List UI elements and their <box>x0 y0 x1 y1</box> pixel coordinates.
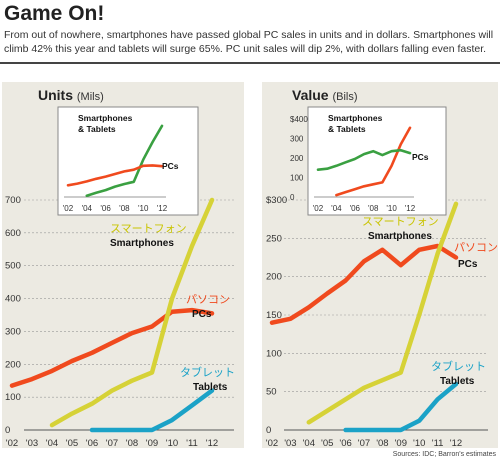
chart-unit: (Bils) <box>332 91 357 103</box>
x-tick-label: '02 <box>266 438 278 449</box>
x-tick-label: '07 <box>358 438 370 449</box>
y-tick-label: 600 <box>5 228 21 239</box>
series-label-jp-pcs: パソコン <box>186 293 230 306</box>
title-rule <box>0 62 500 64</box>
inset-x-tick-label: '08 <box>119 204 130 213</box>
series-label-pcs: PCs <box>192 309 212 320</box>
x-tick-label: '09 <box>146 438 158 449</box>
x-tick-label: '06 <box>339 438 351 449</box>
x-tick-label: '10 <box>166 438 178 449</box>
inset-x-tick-label: '06 <box>100 204 111 213</box>
y-tick-label: 0 <box>5 425 10 436</box>
inset-y-tick-label: 300 <box>290 135 304 144</box>
y-tick-label: 150 <box>266 310 282 321</box>
y-tick-label: 700 <box>5 195 21 206</box>
y-tick-label: 400 <box>5 294 21 305</box>
series-label-jp-smartphones: スマートフォン <box>110 222 187 235</box>
inset-x-tick-label: '08 <box>368 204 379 213</box>
inset-y-tick-label: 200 <box>290 154 304 163</box>
inset-y-tick-label: 0 <box>290 193 295 202</box>
inset-label-pcs: PCs <box>162 161 179 171</box>
chart-unit: (Mils) <box>77 91 104 103</box>
inset-x-tick-label: '10 <box>386 204 397 213</box>
inset-label-pcs: PCs <box>412 152 429 162</box>
y-tick-label: $300 <box>266 195 287 206</box>
inset-line-smartphones_tablets <box>316 148 412 171</box>
series-label-jp-pcs: パソコン <box>454 241 498 254</box>
inset-line-pcs <box>66 164 164 187</box>
inset-label-smartphones-tablets: Smartphones <box>78 113 133 123</box>
y-tick-label: 100 <box>5 392 21 403</box>
x-tick-label: '09 <box>395 438 407 449</box>
x-tick-label: '02 <box>6 438 18 449</box>
x-tick-label: '04 <box>303 438 315 449</box>
inset-x-tick-label: '04 <box>331 204 342 213</box>
inset-x-tick-label: '04 <box>82 204 93 213</box>
inset-x-tick-label: '02 <box>63 204 74 213</box>
inset-x-tick-label: '02 <box>313 204 324 213</box>
x-tick-label: '10 <box>413 438 425 449</box>
chart-title: Units (Mils) <box>38 87 104 103</box>
series-label-smartphones: Smartphones <box>368 231 432 242</box>
x-tick-label: '04 <box>46 438 58 449</box>
x-tick-label: '12 <box>206 438 218 449</box>
inset-y-tick-label: $400 <box>290 115 308 124</box>
inset-x-tick-label: '12 <box>157 204 168 213</box>
series-label-smartphones: Smartphones <box>110 238 174 249</box>
series-label-pcs: PCs <box>458 259 478 270</box>
series-label-tablets: Tablets <box>440 376 475 387</box>
y-tick-label: 250 <box>266 233 282 244</box>
x-tick-label: '11 <box>186 438 198 449</box>
y-tick-label: 200 <box>266 272 282 283</box>
y-tick-label: 300 <box>5 326 21 337</box>
page-subtitle: From out of nowhere, smartphones have pa… <box>4 29 494 55</box>
x-tick-label: '11 <box>432 438 444 449</box>
inset-x-tick-label: '12 <box>405 204 416 213</box>
inset-x-tick-label: '06 <box>350 204 361 213</box>
inset-label-smartphones-tablets-2: & Tablets <box>328 124 366 134</box>
source-note: Sources: IDC; Barron's estimates <box>393 451 497 458</box>
series-label-jp-tablets: タブレット <box>180 365 235 379</box>
x-tick-label: '05 <box>66 438 78 449</box>
series-label-jp-smartphones: スマートフォン <box>362 215 439 228</box>
series-label-jp-tablets: タブレット <box>431 359 486 373</box>
series-label-tablets: Tablets <box>193 382 228 393</box>
y-tick-label: 50 <box>266 387 277 398</box>
x-tick-label: '07 <box>106 438 118 449</box>
inset-line-smartphones_tablets <box>85 124 164 197</box>
chart-title: Value (Bils) <box>292 87 358 103</box>
x-tick-label: '05 <box>321 438 333 449</box>
y-tick-label: 200 <box>5 359 21 370</box>
y-tick-label: 500 <box>5 261 21 272</box>
page-title: Game On! <box>4 2 105 25</box>
x-tick-label: '12 <box>450 438 462 449</box>
inset-y-tick-label: 100 <box>290 174 304 183</box>
y-tick-label: 0 <box>266 425 271 436</box>
x-tick-label: '08 <box>126 438 138 449</box>
x-tick-label: '03 <box>26 438 38 449</box>
x-tick-label: '08 <box>376 438 388 449</box>
inset-label-smartphones-tablets: Smartphones <box>328 113 383 123</box>
y-tick-label: 100 <box>266 348 282 359</box>
x-tick-label: '03 <box>284 438 296 449</box>
inset-label-smartphones-tablets-2: & Tablets <box>78 124 116 134</box>
x-tick-label: '06 <box>86 438 98 449</box>
inset-x-tick-label: '10 <box>138 204 149 213</box>
